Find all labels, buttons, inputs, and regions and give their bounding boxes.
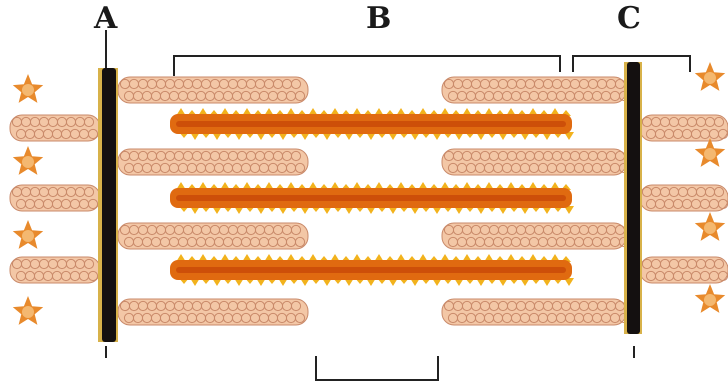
cross-section-right	[694, 212, 726, 241]
cross-section-center	[704, 72, 716, 84]
actin-bead	[87, 198, 99, 210]
label-c: C	[617, 1, 641, 36]
z-disc-c	[627, 62, 640, 334]
actin-bead	[290, 150, 302, 162]
cross-section-left	[12, 220, 44, 249]
z-disc-a	[102, 68, 116, 342]
thin-filament-outer-left	[9, 114, 101, 142]
thin-filament-a-side	[117, 76, 309, 104]
actin-bead	[83, 258, 95, 270]
thick-filament-core	[176, 195, 566, 201]
thin-filament-outer-right	[639, 256, 728, 284]
thin-filament-c-side	[441, 148, 630, 176]
thin-filament-outer-right	[639, 114, 728, 142]
cross-section-center	[22, 156, 34, 168]
cross-section-right	[694, 62, 726, 91]
bracket-c	[572, 55, 691, 72]
cross-section-right	[694, 284, 726, 313]
thin-filament-a-side	[117, 222, 309, 250]
thin-filament-body	[9, 114, 101, 142]
z-discs	[98, 62, 642, 342]
thick-filament	[170, 182, 574, 214]
actin-bead	[83, 116, 95, 128]
thin-filament-outer-left	[9, 184, 101, 212]
thick-filament-core	[176, 267, 566, 273]
myosin-head	[564, 206, 574, 214]
actin-bead	[294, 90, 306, 102]
actin-bead	[713, 116, 725, 128]
actin-bead	[290, 224, 302, 236]
cross-section-left	[12, 146, 44, 175]
cross-section-left	[12, 74, 44, 103]
actin-bead	[87, 128, 99, 140]
bracket-group	[105, 30, 691, 381]
actin-bead	[294, 162, 306, 174]
cross-section-center	[704, 148, 716, 160]
thin-filament-outer-right	[639, 184, 728, 212]
cross-section-left	[12, 296, 44, 325]
myosin-head	[564, 132, 574, 140]
myosin-head	[564, 278, 574, 286]
thin-filaments-left	[117, 76, 309, 326]
cross-section-center	[704, 222, 716, 234]
thin-filament-a-side	[117, 148, 309, 176]
actin-bead	[294, 236, 306, 248]
thin-filament-c-side	[441, 76, 630, 104]
cross-section-center	[22, 84, 34, 96]
actin-bead	[294, 312, 306, 324]
actin-bead	[290, 78, 302, 90]
filament-cross-sections	[12, 62, 726, 325]
label-a: A	[94, 1, 118, 36]
cross-section-right	[694, 138, 726, 167]
thick-filament	[170, 254, 574, 286]
thick-filaments	[170, 108, 574, 286]
actin-bead	[83, 186, 95, 198]
cross-section-center	[22, 230, 34, 242]
cross-section-center	[22, 306, 34, 318]
cross-section-center	[704, 294, 716, 306]
thin-filament-a-side	[117, 298, 309, 326]
thin-filaments-right	[441, 76, 630, 326]
thick-filament-core	[176, 121, 566, 127]
thin-filament-outer-left	[9, 256, 101, 284]
thin-filament-c-side	[441, 222, 630, 250]
bracket-b	[173, 55, 561, 76]
bracket-h-zone	[315, 356, 439, 381]
actin-bead	[290, 300, 302, 312]
actin-bead	[713, 186, 725, 198]
thin-filament-c-side	[441, 298, 630, 326]
thin-filament-body	[9, 256, 101, 284]
actin-bead	[713, 258, 725, 270]
label-b: B	[366, 1, 392, 36]
thick-filament	[170, 108, 574, 140]
actin-bead	[87, 270, 99, 282]
thin-filaments-outer	[9, 114, 728, 284]
thin-filament-body	[9, 184, 101, 212]
